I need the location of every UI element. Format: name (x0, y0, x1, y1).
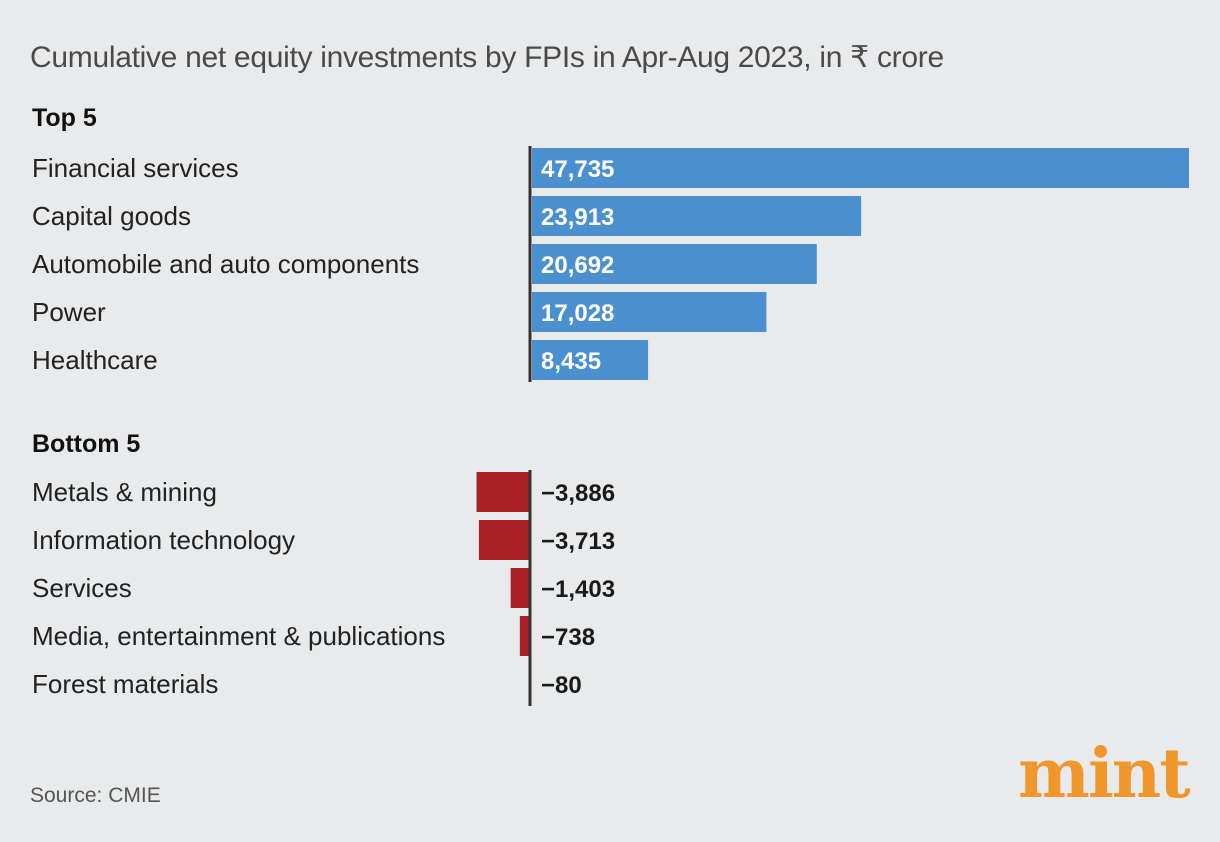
bar (478, 520, 530, 560)
category-label: Forest materials (32, 669, 218, 699)
data-label: 20,692 (541, 252, 614, 279)
bar (532, 244, 817, 284)
data-label: 47,735 (541, 156, 614, 183)
bar (476, 472, 530, 512)
category-label: Automobile and auto components (32, 249, 419, 279)
category-label: Information technology (32, 525, 295, 555)
category-label: Capital goods (32, 201, 191, 231)
chart-title: Cumulative net equity investments by FPI… (30, 41, 944, 74)
category-label: Financial services (32, 153, 239, 183)
category-label: Metals & mining (32, 477, 217, 507)
category-label: Media, entertainment & publications (32, 621, 445, 651)
bar (532, 340, 649, 380)
section-heading: Bottom 5 (32, 430, 140, 458)
bar (519, 616, 530, 656)
data-label: 17,028 (541, 300, 614, 327)
category-label: Power (32, 297, 106, 327)
bar (532, 292, 767, 332)
category-label: Healthcare (32, 345, 158, 375)
category-label: Services (32, 573, 132, 603)
data-label: 23,913 (541, 204, 614, 231)
data-label: 8,435 (541, 348, 601, 375)
data-label: −3,713 (541, 528, 615, 555)
data-label: −3,886 (541, 480, 615, 507)
bar (510, 568, 530, 608)
section-heading: Top 5 (32, 104, 97, 132)
mint-logo: mint (1018, 734, 1191, 814)
bar (532, 148, 1189, 188)
data-label: −1,403 (541, 576, 615, 603)
data-label: −80 (541, 672, 582, 699)
source-note: Source: CMIE (30, 784, 161, 807)
data-label: −738 (541, 624, 595, 651)
bar (532, 196, 862, 236)
